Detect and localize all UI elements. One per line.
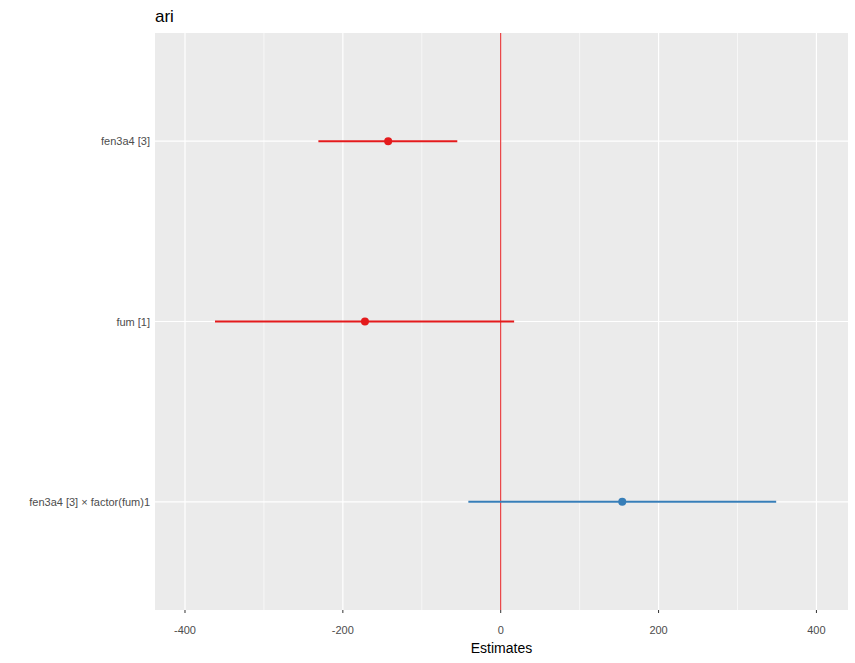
point <box>361 318 369 326</box>
category-label: fen3a4 [3] × factor(fum)1 <box>29 496 150 508</box>
tick <box>184 610 185 613</box>
grid-line <box>155 321 848 322</box>
category-label: fum [1] <box>116 316 150 328</box>
grid-line <box>155 501 848 502</box>
point <box>384 137 392 145</box>
category-label: fen3a4 [3] <box>101 135 150 147</box>
tick <box>816 610 817 613</box>
title: ari <box>155 7 174 26</box>
tick-label: 200 <box>649 624 667 636</box>
grid <box>155 33 848 610</box>
grid-line <box>155 141 848 142</box>
tick-label: 400 <box>807 624 825 636</box>
tick-label: -400 <box>174 624 196 636</box>
tick <box>342 610 343 613</box>
axis-title: Estimates <box>471 640 532 656</box>
marks <box>215 33 776 610</box>
point <box>618 498 626 506</box>
plot-background <box>155 33 848 610</box>
tick <box>658 610 659 613</box>
tick-label: 0 <box>498 624 504 636</box>
chart: fen3a4 [3] fum [1] fen3a4 [3] × factor(fum… <box>0 0 855 663</box>
tick <box>500 610 501 613</box>
tick-label: -200 <box>332 624 354 636</box>
